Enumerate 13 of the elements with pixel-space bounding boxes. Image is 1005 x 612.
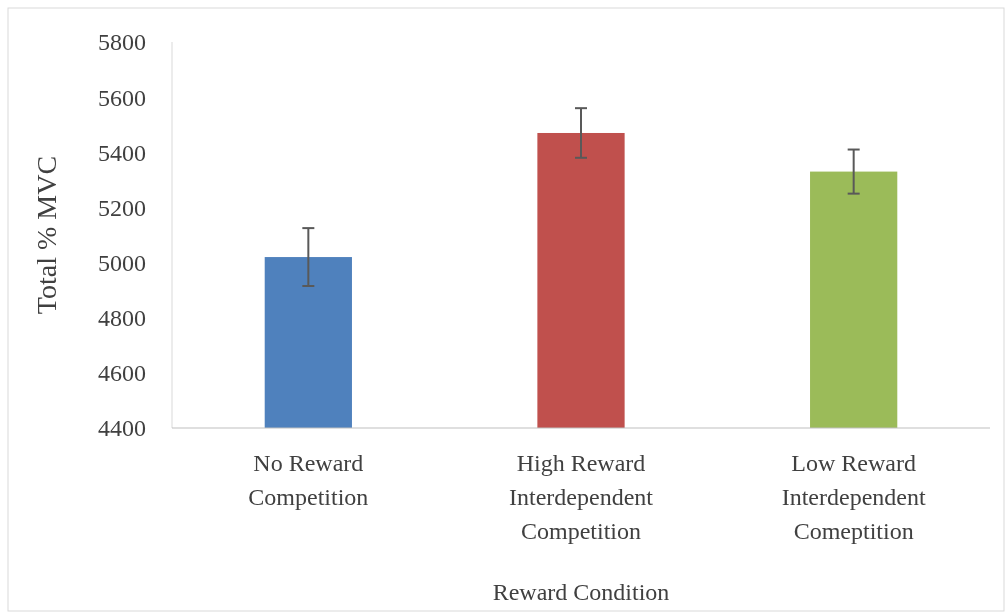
y-axis-title: Total % MVC (31, 155, 62, 315)
y-tick-label: 4400 (98, 415, 146, 442)
y-tick-label: 4800 (98, 305, 146, 332)
y-tick-label: 5800 (98, 29, 146, 56)
x-tick-label: High Reward Interdependent Competition (509, 450, 654, 544)
y-tick-label: 5000 (98, 249, 146, 276)
y-tick-label: 5400 (98, 139, 146, 166)
x-axis-title: Reward Condition (492, 579, 670, 605)
y-tick-label: 4600 (98, 360, 146, 387)
y-tick-label: 5200 (98, 194, 146, 221)
x-tick-label: Low Reward Interdependent Comeptition (781, 450, 926, 544)
y-tick-label: 5600 (98, 84, 146, 111)
x-tick-label: No Reward Competition (248, 450, 369, 510)
